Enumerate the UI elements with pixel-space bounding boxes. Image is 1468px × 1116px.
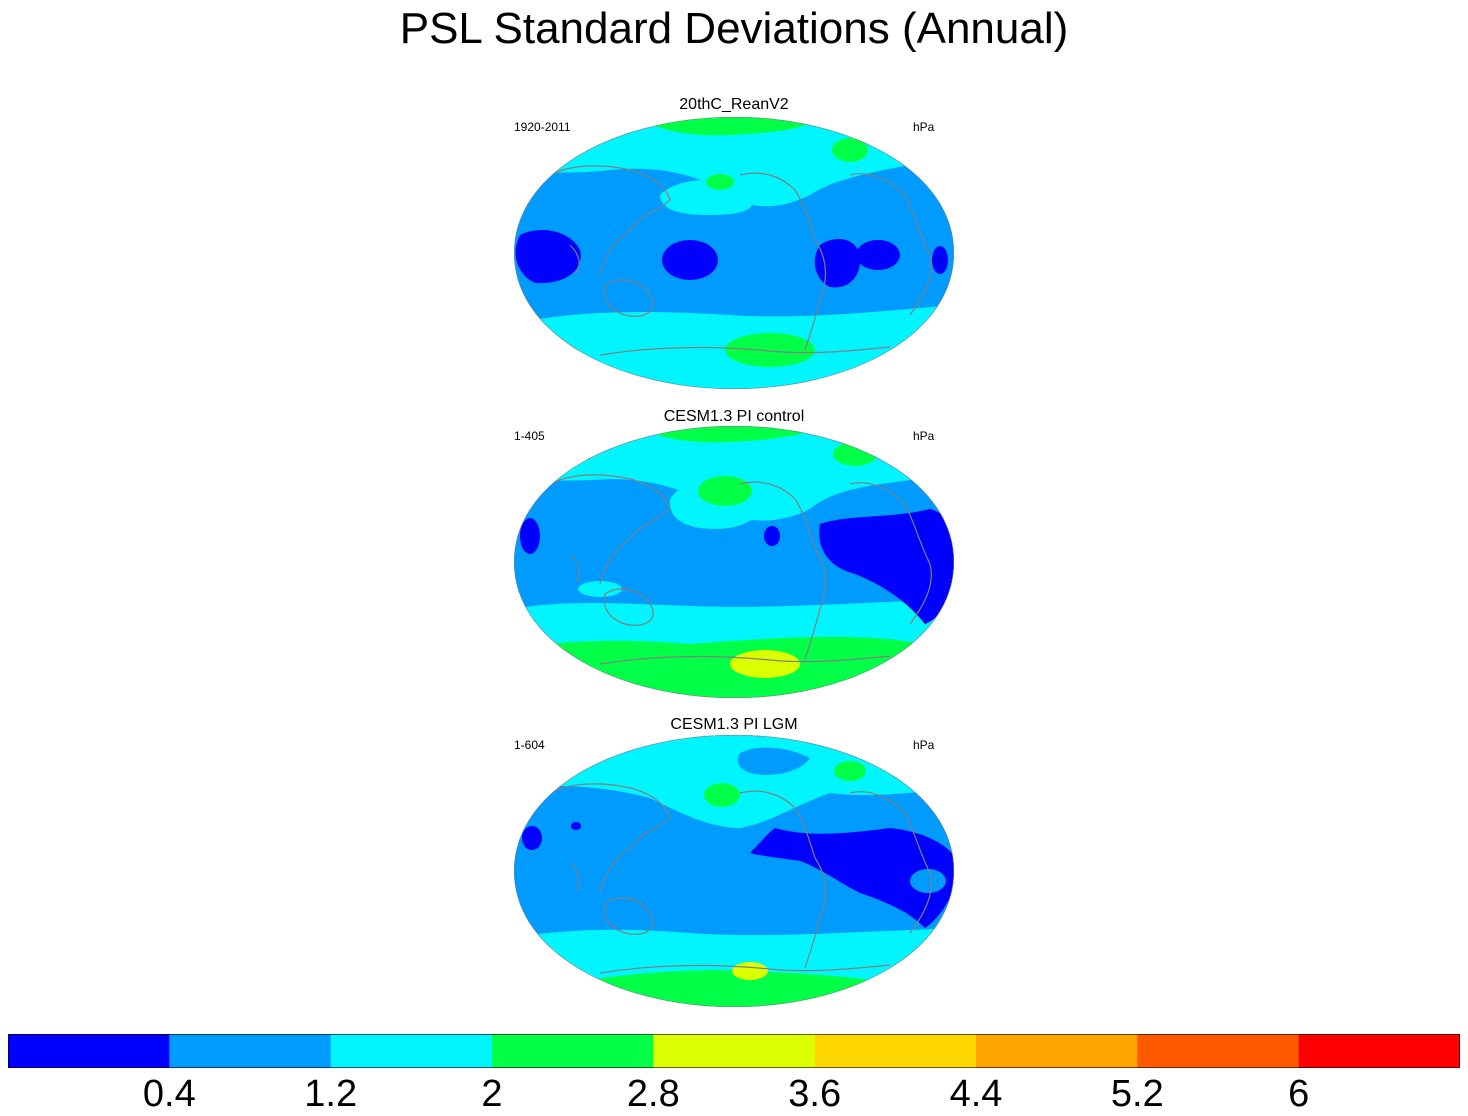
colorbar-swatch-9 [1298, 1034, 1460, 1068]
panel-1-npac-cyan [660, 180, 753, 215]
panel-1-period: 1920-2011 [514, 120, 571, 134]
panel-3-outline [514, 735, 954, 1007]
colorbar-tick-label: 2.8 [626, 1073, 680, 1115]
colorbar-swatch-5 [653, 1034, 816, 1068]
colorbar-swatch-7 [976, 1034, 1138, 1068]
panel-1-pacific-blue [662, 240, 718, 280]
panel-1-units: hPa [913, 120, 935, 134]
panel-3-map [514, 735, 954, 1007]
panel-1-aleutian-green [706, 174, 734, 190]
panel-3-units: hPa [913, 738, 935, 752]
panel-2-coastlines [549, 474, 932, 665]
panel-1-indian-blue [515, 230, 581, 284]
panel-3-atlantic-blue [750, 828, 954, 928]
colorbar-swatch-1 [8, 1034, 170, 1068]
colorbar-swatch-3 [330, 1034, 493, 1068]
panel-1-samerica-blue [814, 239, 861, 288]
panel-3-coastlines [549, 783, 932, 974]
panel-3-atlantic-green [834, 761, 866, 781]
panel-1-atlantic-green [832, 138, 868, 162]
colorbar-swatch-8 [1137, 1034, 1300, 1068]
colorbar [8, 1034, 1460, 1068]
panel-1-map [514, 117, 954, 389]
colorbar-tick-label: 2 [481, 1073, 503, 1115]
panel-1-outline [514, 117, 954, 389]
panel-2-map [514, 426, 954, 698]
panel-1-atlantic-blue [856, 240, 900, 270]
panel-2-units: hPa [913, 429, 935, 443]
figure-title: PSL Standard Deviations (Annual) [399, 4, 1069, 53]
panel-2-antarctic-yellow [730, 650, 800, 678]
panel-3-period: 1-604 [514, 738, 545, 752]
panel-2-epac-blue [764, 526, 780, 546]
colorbar-tick-label: 3.6 [788, 1073, 842, 1115]
panel-3-asia-blue [571, 822, 581, 830]
panel-1-coastlines [549, 165, 932, 356]
panel-2-atlantic-green [833, 442, 877, 466]
panel-3-arctic-lightblue [737, 747, 810, 775]
panel-2-spac-cyan [578, 581, 622, 597]
colorbar-swatch-4 [492, 1034, 654, 1068]
panel-1-antarctic-green [725, 333, 815, 367]
colorbar-tick-label: 5.2 [1110, 1073, 1164, 1115]
panel-3-indian-blue [522, 826, 542, 850]
panel-1-title: 20thC_ReanV2 [679, 96, 789, 113]
colorbar-tick-label: 0.4 [142, 1073, 196, 1115]
panel-3-atlantic-hole [910, 869, 946, 893]
panel-2-outline [514, 426, 954, 698]
panel-2-period: 1-405 [514, 429, 545, 443]
panel-2-aleutian-green [698, 476, 752, 506]
panel-2-atlantic-blue [819, 509, 954, 624]
panel-1-north-cyan [514, 117, 954, 207]
colorbar-tick-label: 4.4 [949, 1073, 1003, 1115]
panel-2-indian-blue [520, 518, 540, 554]
panel-2-title: CESM1.3 PI control [663, 408, 805, 425]
panel-3-title: CESM1.3 PI LGM [670, 716, 798, 733]
colorbar-swatch-6 [814, 1034, 977, 1068]
panel-3-aleutian-green [704, 783, 740, 807]
colorbar-swatch-2 [169, 1034, 332, 1068]
colorbar-tick-label: 6 [1288, 1073, 1310, 1115]
panel-3-antarctic-yellow [732, 962, 768, 980]
colorbar-tick-label: 1.2 [304, 1073, 358, 1115]
panel-1-africa-blue [932, 246, 948, 274]
colorbar-border [8, 1034, 1460, 1068]
